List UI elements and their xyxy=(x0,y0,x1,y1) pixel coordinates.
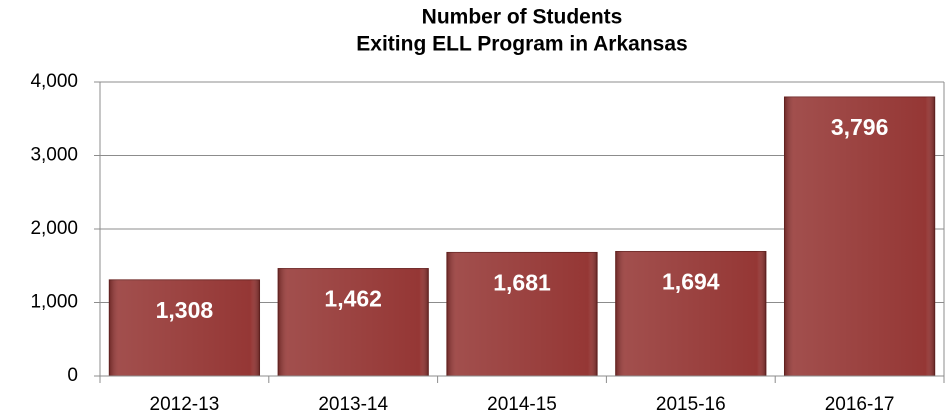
bar-bevel xyxy=(784,96,935,376)
data-label: 1,681 xyxy=(493,270,551,296)
x-tick-label: 2016-17 xyxy=(825,394,895,415)
data-label: 1,462 xyxy=(324,286,382,312)
data-label: 3,796 xyxy=(831,114,889,140)
y-tick-label: 3,000 xyxy=(30,145,78,166)
y-tick-label: 2,000 xyxy=(30,218,78,239)
y-tick-label: 4,000 xyxy=(30,71,78,92)
x-tick-label: 2013-14 xyxy=(318,394,388,415)
bar-bevel xyxy=(109,279,260,376)
x-tick-label: 2014-15 xyxy=(487,394,557,415)
x-tick-label: 2012-13 xyxy=(150,394,220,415)
data-label: 1,308 xyxy=(156,297,214,323)
chart-title: Exiting ELL Program in Arkansas xyxy=(356,33,687,56)
y-tick-label: 0 xyxy=(67,365,78,386)
chart-title: Number of Students xyxy=(422,6,623,29)
data-label: 1,694 xyxy=(662,269,720,295)
x-tick-label: 2015-16 xyxy=(656,394,726,415)
bar-bevel xyxy=(278,268,429,376)
bar-bevel xyxy=(446,252,598,376)
bar-bevel xyxy=(615,251,766,376)
y-tick-label: 1,000 xyxy=(30,292,78,313)
